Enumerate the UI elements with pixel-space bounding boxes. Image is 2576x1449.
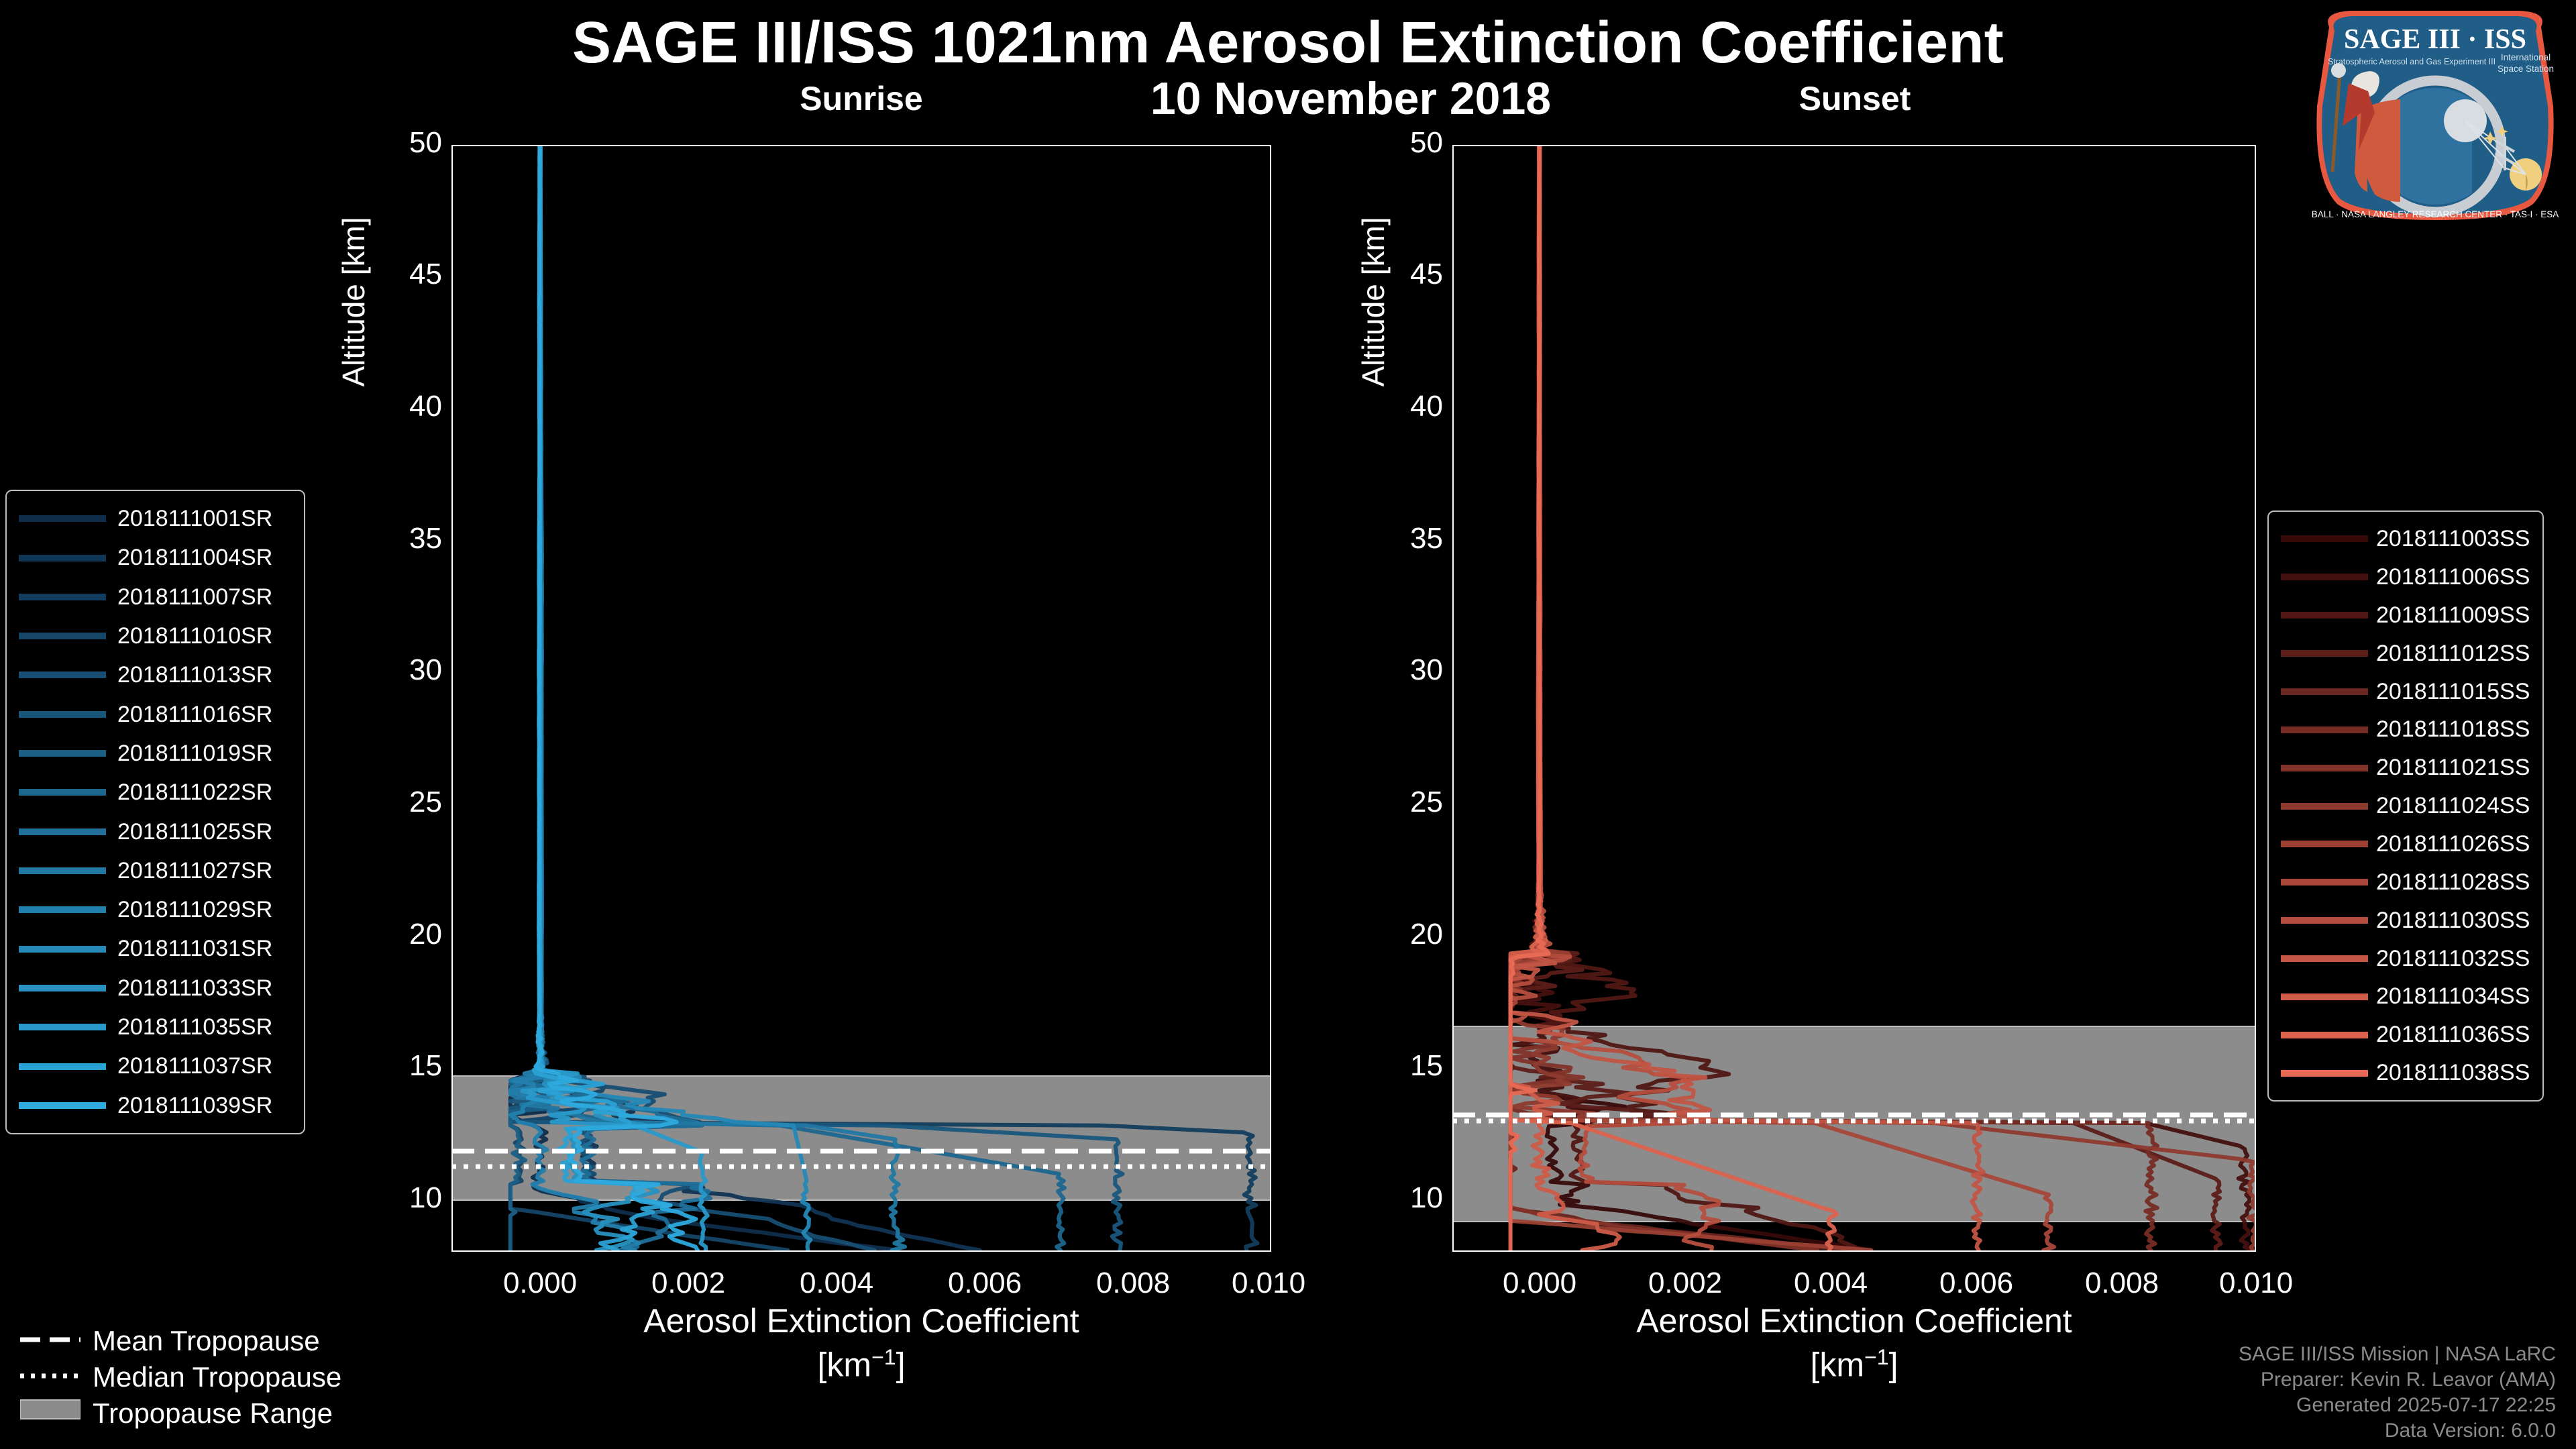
svg-text:BALL · NASA LANGLEY RESEARCH C: BALL · NASA LANGLEY RESEARCH CENTER · TA… — [2312, 209, 2559, 219]
svg-text:International: International — [2501, 52, 2551, 62]
svg-text:Stratospheric Aerosol and Gas: Stratospheric Aerosol and Gas Experiment… — [2328, 57, 2496, 66]
svg-text:SAGE III · ISS: SAGE III · ISS — [2344, 24, 2526, 55]
svg-text:Space Station: Space Station — [2498, 64, 2554, 74]
